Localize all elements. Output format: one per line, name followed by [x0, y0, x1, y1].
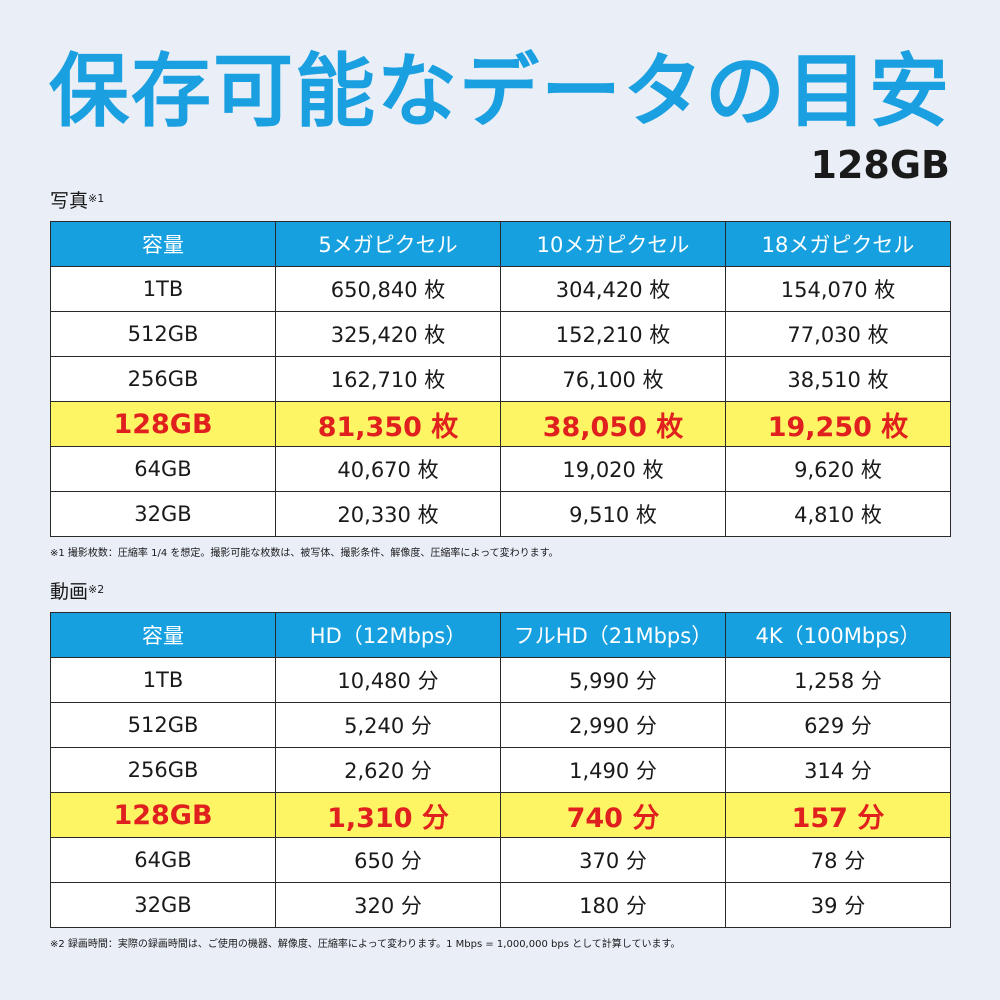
- table-cell: 320 分: [275, 882, 501, 928]
- column-header: 容量: [50, 612, 276, 658]
- table-cell: 304,420 枚: [500, 266, 726, 312]
- table-row: 32GB 320 分 180 分 39 分: [50, 882, 951, 928]
- table-row: 64GB 40,670 枚 19,020 枚 9,620 枚: [50, 446, 951, 492]
- table-cell: 512GB: [50, 311, 276, 357]
- table-cell: 157 分: [725, 792, 951, 838]
- highlighted-table-row: 128GB 1,310 分 740 分 157 分: [50, 792, 951, 838]
- table-cell: 38,510 枚: [725, 356, 951, 402]
- column-header: 容量: [50, 221, 276, 267]
- table-row: 256GB 2,620 分 1,490 分 314 分: [50, 747, 951, 793]
- table-cell: 9,510 枚: [500, 491, 726, 537]
- table-cell: 256GB: [50, 747, 276, 793]
- table-row: 64GB 650 分 370 分 78 分: [50, 837, 951, 883]
- column-header: フルHD（21Mbps）: [500, 612, 726, 658]
- table-header-row: 容量 5メガピクセル 10メガピクセル 18メガピクセル: [50, 221, 951, 267]
- table-cell: 154,070 枚: [725, 266, 951, 312]
- column-header: 10メガピクセル: [500, 221, 726, 267]
- video-capacity-table: 容量 HD（12Mbps） フルHD（21Mbps） 4K（100Mbps） 1…: [50, 612, 951, 928]
- table-cell: 81,350 枚: [275, 401, 501, 447]
- table-row: 1TB 650,840 枚 304,420 枚 154,070 枚: [50, 266, 951, 312]
- video-section-title: 動画: [50, 581, 89, 603]
- photo-section-note-mark: ※1: [88, 192, 105, 205]
- table-cell: 650 分: [275, 837, 501, 883]
- table-row: 1TB 10,480 分 5,990 分 1,258 分: [50, 657, 951, 703]
- video-section-label: 動画※2: [50, 580, 104, 604]
- table-cell: 1,258 分: [725, 657, 951, 703]
- table-cell: 2,620 分: [275, 747, 501, 793]
- table-cell: 1,490 分: [500, 747, 726, 793]
- table-row: 512GB 325,420 枚 152,210 枚 77,030 枚: [50, 311, 951, 357]
- capacity-label: 128GB: [810, 143, 950, 187]
- table-cell: 32GB: [50, 882, 276, 928]
- photo-section-title: 写真: [50, 190, 89, 212]
- photo-footnote: ※1 撮影枚数：圧縮率 1/4 を想定。撮影可能な枚数は、被写体、撮影条件、解像…: [50, 548, 559, 559]
- table-row: 32GB 20,330 枚 9,510 枚 4,810 枚: [50, 491, 951, 537]
- table-cell: 2,990 分: [500, 702, 726, 748]
- table-cell: 40,670 枚: [275, 446, 501, 492]
- table-cell: 1TB: [50, 657, 276, 703]
- table-cell: 64GB: [50, 837, 276, 883]
- table-header-row: 容量 HD（12Mbps） フルHD（21Mbps） 4K（100Mbps）: [50, 612, 951, 658]
- table-cell: 78 分: [725, 837, 951, 883]
- column-header: 4K（100Mbps）: [725, 612, 951, 658]
- table-cell: 128GB: [50, 792, 276, 838]
- table-cell: 650,840 枚: [275, 266, 501, 312]
- table-cell: 256GB: [50, 356, 276, 402]
- table-cell: 10,480 分: [275, 657, 501, 703]
- table-cell: 5,990 分: [500, 657, 726, 703]
- table-cell: 64GB: [50, 446, 276, 492]
- table-cell: 5,240 分: [275, 702, 501, 748]
- video-footnote: ※2 録画時間：実際の録画時間は、ご使用の機器、解像度、圧縮率によって変わります…: [50, 939, 681, 950]
- table-cell: 32GB: [50, 491, 276, 537]
- highlighted-table-row: 128GB 81,350 枚 38,050 枚 19,250 枚: [50, 401, 951, 447]
- table-cell: 19,020 枚: [500, 446, 726, 492]
- table-cell: 1,310 分: [275, 792, 501, 838]
- table-cell: 20,330 枚: [275, 491, 501, 537]
- table-cell: 77,030 枚: [725, 311, 951, 357]
- table-cell: 19,250 枚: [725, 401, 951, 447]
- photo-capacity-table: 容量 5メガピクセル 10メガピクセル 18メガピクセル 1TB 650,840…: [50, 221, 951, 537]
- table-cell: 1TB: [50, 266, 276, 312]
- table-cell: 740 分: [500, 792, 726, 838]
- table-cell: 325,420 枚: [275, 311, 501, 357]
- video-section-note-mark: ※2: [88, 583, 105, 596]
- column-header: 18メガピクセル: [725, 221, 951, 267]
- table-cell: 180 分: [500, 882, 726, 928]
- table-cell: 4,810 枚: [725, 491, 951, 537]
- table-cell: 9,620 枚: [725, 446, 951, 492]
- table-cell: 629 分: [725, 702, 951, 748]
- table-cell: 38,050 枚: [500, 401, 726, 447]
- column-header: 5メガピクセル: [275, 221, 501, 267]
- table-cell: 314 分: [725, 747, 951, 793]
- table-cell: 512GB: [50, 702, 276, 748]
- table-cell: 162,710 枚: [275, 356, 501, 402]
- table-cell: 152,210 枚: [500, 311, 726, 357]
- table-row: 256GB 162,710 枚 76,100 枚 38,510 枚: [50, 356, 951, 402]
- table-row: 512GB 5,240 分 2,990 分 629 分: [50, 702, 951, 748]
- photo-section-label: 写真※1: [50, 189, 104, 213]
- table-cell: 39 分: [725, 882, 951, 928]
- column-header: HD（12Mbps）: [275, 612, 501, 658]
- table-cell: 370 分: [500, 837, 726, 883]
- table-cell: 76,100 枚: [500, 356, 726, 402]
- page-title: 保存可能なデータの目安: [49, 45, 951, 138]
- table-cell: 128GB: [50, 401, 276, 447]
